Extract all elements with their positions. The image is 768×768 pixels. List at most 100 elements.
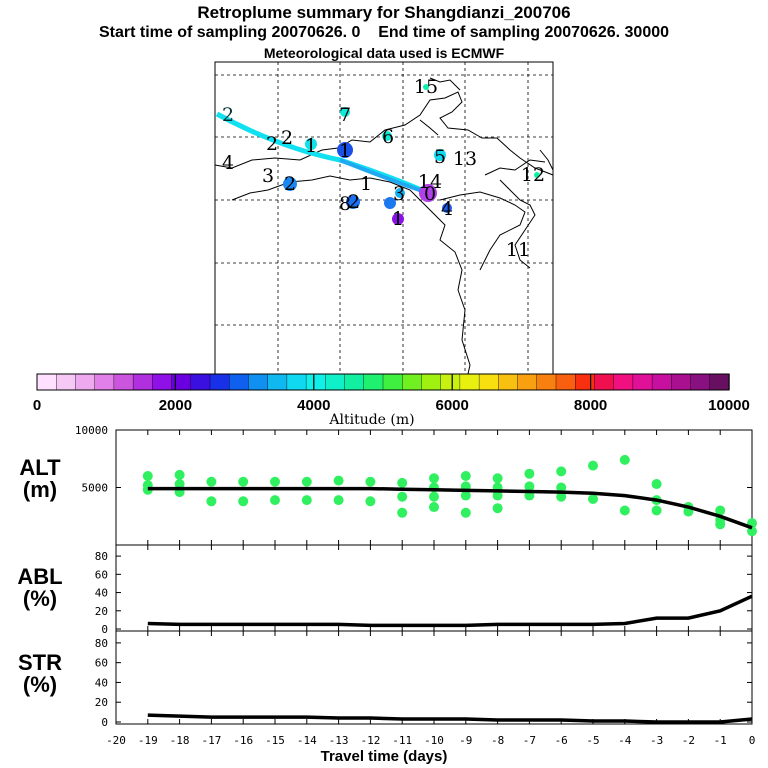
panel-frame: [115, 630, 753, 725]
colorbar-swatch: [286, 373, 307, 391]
cluster-label: 1: [360, 173, 372, 195]
alt-scatter-point: [206, 496, 217, 507]
cluster-label: 7: [339, 104, 351, 126]
colorbar-swatch: [555, 373, 576, 391]
cluster-label: 3: [393, 183, 405, 205]
colorbar-tick-label: 10000: [708, 397, 750, 414]
cluster-marker: [423, 84, 429, 90]
colorbar-swatch: [382, 373, 403, 391]
cluster-marker: [384, 197, 396, 209]
cluster-marker: [395, 188, 405, 198]
x-tick-label: -11: [392, 734, 412, 747]
time-series-panels: -20 -19 -18 -17 -16 -15 -14 -13 -12 -11 -10 -9 -8 -7-…: [75, 424, 757, 747]
cluster-label: 3: [262, 165, 274, 187]
sampling-time-line: Start time of sampling 20070626. 0 End t…: [0, 23, 768, 43]
cluster-marker: [382, 131, 392, 141]
cluster-label: 4: [441, 198, 453, 220]
colorbar-tick-label: 6000: [436, 397, 469, 414]
str-label-line1: STR: [18, 650, 62, 675]
x-tick-label: -4: [618, 734, 632, 747]
coastlines: [214, 77, 554, 375]
alt-scatter-point: [556, 491, 567, 502]
x-tick-label: -2: [682, 734, 695, 747]
x-axis-title: Travel time (days): [320, 748, 448, 765]
chart-title: Retroplume summary for Shangdianzi_20070…: [197, 3, 571, 22]
colorbar-swatch: [517, 373, 538, 391]
colorbar-swatch: [305, 373, 327, 391]
colorbar-swatch: [229, 373, 250, 391]
cluster-label: 2: [222, 104, 234, 126]
abl-panel-label: ABL (%): [0, 566, 80, 610]
cluster-label: 2: [348, 191, 360, 213]
cluster-marker: [434, 149, 446, 161]
alt-scatter-point: [460, 490, 471, 501]
cluster-label: 0: [424, 183, 436, 205]
alt-scatter-point: [365, 496, 376, 507]
colorbar-swatch: [478, 373, 500, 391]
abl-y-tick-label: 20: [95, 605, 108, 618]
abl-label-line2: (%): [22, 586, 58, 611]
alt-scatter-point: [301, 476, 312, 487]
map-frame: [214, 61, 554, 375]
x-tick-label: -6: [555, 734, 568, 747]
cluster-marker: [442, 203, 452, 213]
colorbar-tick-label: 4000: [297, 397, 330, 414]
alt-scatter-point: [588, 494, 598, 504]
x-tick-label: -19: [138, 734, 158, 747]
alt-scatter-point: [460, 471, 471, 481]
cluster-marker: [337, 142, 353, 158]
cluster-label: 12: [521, 164, 545, 186]
alt-scatter-point: [651, 479, 662, 490]
abl-y-tick-label: 60: [95, 568, 108, 581]
str-y-tick-label: 20: [95, 696, 108, 709]
abl-line: [147, 594, 753, 628]
alt-scatter-point: [715, 519, 726, 530]
x-tick-label: -8: [491, 734, 504, 747]
colorbar-swatch: [459, 373, 480, 391]
alt-scatter-point: [556, 466, 567, 477]
colorbar-swatch: [613, 373, 634, 391]
colorbar-title: Altitude (m): [328, 412, 414, 428]
alt-scatter-point: [524, 468, 535, 479]
alt-median-line: [147, 486, 753, 530]
end-time-label: End time of sampling 20070626. 30000: [378, 24, 670, 41]
alt-scatter-point: [270, 476, 280, 487]
alt-scatter-point: [174, 479, 185, 490]
cluster-label: 1: [339, 140, 351, 162]
colorbar-swatch: [209, 373, 230, 391]
alt-panel-label: ALT (m): [0, 457, 80, 501]
alt-scatter-point: [492, 473, 503, 484]
alt-scatter-point: [619, 454, 630, 465]
str-label-line2: (%): [22, 672, 58, 697]
str-y-tick-label: 0: [101, 716, 108, 729]
start-time-label: Start time of sampling 20070626. 0: [98, 24, 361, 41]
alt-scatter-point: [492, 490, 503, 501]
alt-label-line2: (m): [22, 477, 58, 502]
alt-label-line1: ALT: [19, 455, 61, 480]
cluster-label: 5: [434, 146, 446, 168]
cluster-label: 1: [392, 208, 404, 230]
cluster-label: 8: [339, 193, 351, 215]
colorbar-swatch: [190, 373, 211, 391]
colorbar-swatch: [709, 373, 730, 391]
alt-scatter-point: [333, 495, 344, 506]
x-tick-label: -18: [170, 734, 190, 747]
cluster-label: 14: [418, 171, 442, 193]
colorbar-swatch: [113, 373, 134, 391]
x-tick-label: -7: [523, 734, 536, 747]
colorbar-swatch: [267, 373, 288, 391]
cluster-label: 2: [281, 127, 293, 149]
alt-scatter-point: [397, 477, 408, 488]
cluster-label: 11: [506, 239, 530, 261]
alt-scatter-point: [588, 460, 598, 471]
colorbar-swatch: [36, 373, 57, 391]
cluster-label: 13: [453, 148, 477, 170]
alt-scatter-point: [397, 491, 408, 502]
alt-scatter-point: [651, 505, 662, 516]
x-tick-label: -20: [106, 734, 126, 747]
alt-scatter-point: [365, 476, 376, 487]
colorbar-swatch: [152, 373, 173, 391]
colorbar-swatch: [56, 373, 77, 391]
colorbar-tick-label: 2000: [159, 397, 192, 414]
str-panel-label: STR (%): [0, 652, 80, 696]
